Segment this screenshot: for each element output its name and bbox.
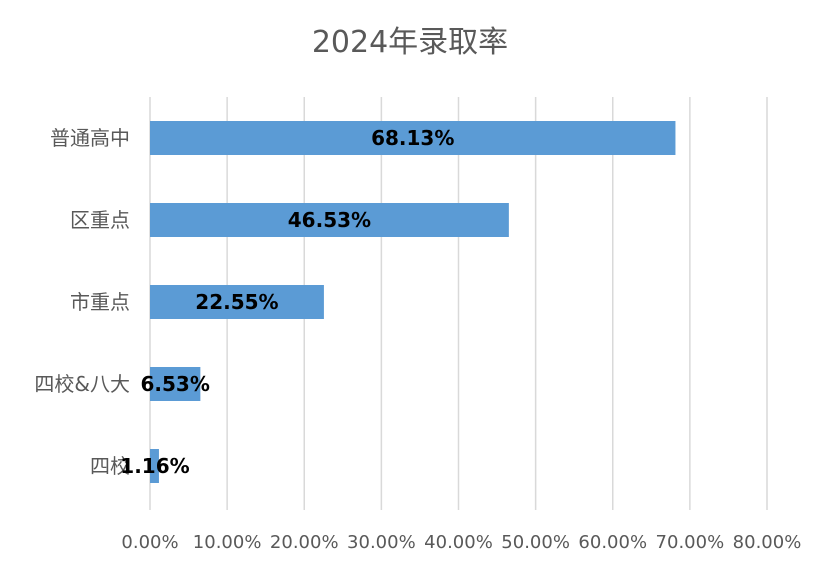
gridlines <box>149 97 768 510</box>
category-label: 普通高中 <box>50 126 130 150</box>
bar <box>150 449 159 483</box>
x-tick-label: 0.00% <box>121 532 178 553</box>
bar <box>150 203 509 237</box>
bar <box>150 367 201 401</box>
chart-title: 2024年录取率 <box>312 25 508 60</box>
x-tick-label: 40.00% <box>424 532 493 553</box>
category-label: 四校&八大 <box>34 372 130 396</box>
bars <box>150 121 676 483</box>
data-label: 1.16% <box>120 454 189 478</box>
data-label: 6.53% <box>140 372 209 396</box>
x-tick-label: 70.00% <box>656 532 725 553</box>
x-tick-label: 30.00% <box>347 532 416 553</box>
x-tick-label: 80.00% <box>733 532 802 553</box>
x-tick-labels: 0.00% 10.00% 20.00% 30.00% 40.00% 50.00% 60.00… <box>121 532 801 553</box>
x-tick-label: 60.00% <box>578 532 647 553</box>
bar <box>150 121 676 155</box>
category-label: 市重点 <box>70 290 130 314</box>
x-tick-label: 50.00% <box>501 532 570 553</box>
category-label: 四校 <box>90 454 130 478</box>
data-label: 22.55% <box>195 290 278 314</box>
data-label: 46.53% <box>288 208 371 232</box>
x-tick-label: 10.00% <box>193 532 262 553</box>
bar <box>150 285 324 319</box>
x-tick-label: 20.00% <box>270 532 339 553</box>
data-label: 68.13% <box>371 126 454 150</box>
data-labels: 68.13% 46.53% 22.55% 6.53% 1.16% <box>120 126 454 478</box>
category-label: 区重点 <box>70 208 130 232</box>
